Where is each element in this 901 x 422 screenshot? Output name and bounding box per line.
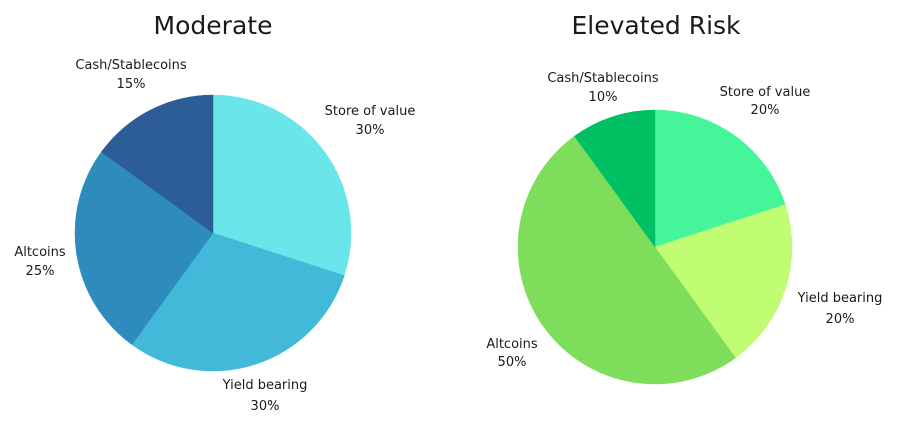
slice-cash-stablecoins — [574, 109, 656, 248]
slice-label-store-of-value: Store of value — [325, 104, 416, 119]
slice-value-store-of-value: 20% — [751, 103, 780, 118]
slice-value-store-of-value: 30% — [356, 123, 385, 138]
slice-value-yield-bearing: 20% — [826, 312, 855, 327]
slice-label-cash-stablecoins: Cash/Stablecoins — [547, 71, 659, 86]
slice-value-altcoins: 25% — [26, 264, 55, 279]
slice-label-yield-bearing: Yield bearing — [222, 378, 308, 393]
slice-value-yield-bearing: 30% — [251, 399, 280, 414]
slice-value-cash-stablecoins: 10% — [589, 90, 618, 105]
slice-altcoins — [517, 135, 736, 385]
slice-store-of-value — [212, 94, 352, 276]
slice-label-altcoins: Altcoins — [486, 337, 538, 352]
slice-value-altcoins: 50% — [498, 355, 527, 370]
elevated-risk-title: Elevated Risk — [571, 11, 741, 40]
moderate-pie: Moderate Store of value 30% Yield bearing 3… — [14, 11, 415, 414]
slice-yield-bearing — [131, 232, 345, 372]
moderate-title: Moderate — [154, 11, 273, 40]
slice-label-altcoins: Altcoins — [14, 245, 66, 260]
slice-label-cash-stablecoins: Cash/Stablecoins — [75, 58, 187, 73]
slice-value-cash-stablecoins: 15% — [117, 77, 146, 92]
slice-store-of-value — [654, 109, 786, 248]
slice-label-store-of-value: Store of value — [720, 85, 811, 100]
slice-yield-bearing — [654, 204, 793, 359]
elevated-risk-pie: Elevated Risk Store of value 20% Yield bea… — [486, 11, 883, 385]
slice-altcoins — [74, 151, 214, 345]
slice-label-yield-bearing: Yield bearing — [797, 291, 883, 306]
slice-cash-stablecoins — [101, 94, 214, 234]
